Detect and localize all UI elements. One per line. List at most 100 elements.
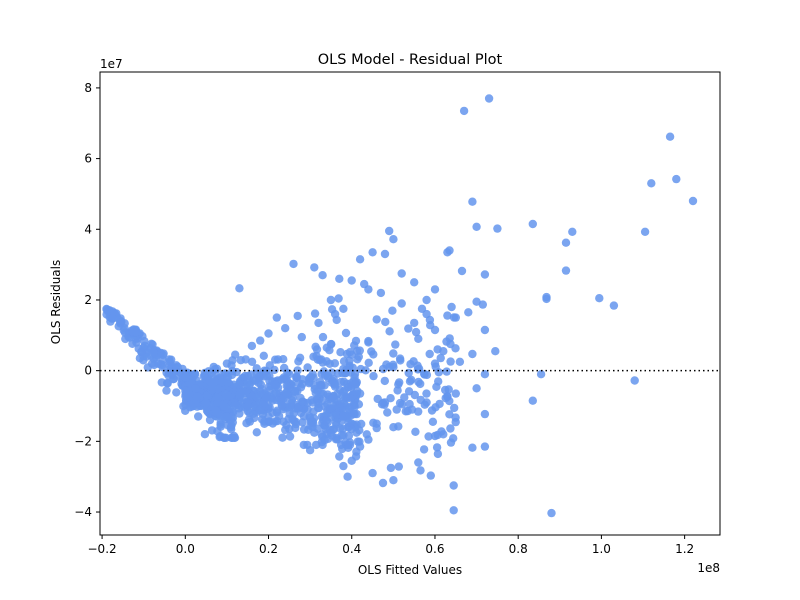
scatter-point [282,381,291,390]
scatter-point [149,360,159,370]
scatter-point [264,412,273,421]
scatter-point [484,94,494,103]
scatter-point [260,366,269,375]
scatter-point [432,443,442,452]
scatter-point [385,226,394,236]
scatter-point [430,285,440,294]
scatter-point [255,405,265,415]
x-tick-label: 1.0 [592,542,611,556]
scatter-point [433,449,443,459]
scatter-point [455,357,465,366]
scatter-point [200,430,210,439]
scatter-point [281,388,291,398]
scatter-point [227,433,236,442]
scatter-point [310,381,319,390]
scatter-point [389,349,398,358]
scatter-point [414,334,423,343]
x-tick-label: 1.2 [675,542,694,556]
scatter-point [339,412,348,421]
scatter-point [131,334,140,343]
scatter-point [292,372,301,382]
scatter-point [252,369,261,379]
y-tick-label: 4 [84,222,92,236]
scatter-point [325,404,334,413]
scatter-point [285,370,294,379]
scatter-point [295,353,305,362]
scatter-point [336,377,346,387]
scatter-point [281,324,290,333]
plot-frame [99,71,721,536]
scatter-point [250,413,259,423]
scatter-point [350,369,360,379]
scatter-point [339,461,348,471]
scatter-point [472,297,481,306]
scatter-point [293,366,302,375]
scatter-point [140,336,149,346]
scatter-point [436,353,445,363]
scatter-point [443,311,452,320]
scatter-point [389,476,398,485]
scatter-point [299,440,308,450]
scatter-point [395,378,404,387]
scatter-point [425,349,434,359]
scatter-point [355,426,364,435]
scatter-point [380,249,390,259]
scatter-point [318,271,327,280]
scatter-point [472,384,481,393]
scatter-point [351,379,360,389]
scatter-point [445,410,454,419]
scatter-point [268,419,277,428]
scatter-point [314,399,323,409]
scatter-point [332,410,341,419]
scatter-point [480,442,490,451]
scatter-point [285,432,295,441]
x-axis: −0.2 0.0 0.2 0.4 0.6 0.8 1.0 1.2 [88,535,694,556]
scatter-point [256,336,265,345]
scatter-point [372,419,381,428]
scatter-point [493,224,502,233]
scatter-point [303,363,312,372]
scatter-point [201,399,211,408]
scatter-point [542,292,551,302]
y-tick-label: 6 [84,152,92,166]
y-axis-offset-label: 1e7 [100,57,123,71]
scatter-point [252,428,261,437]
scatter-point [411,327,421,337]
scatter-point [609,301,619,310]
scatter-point [318,332,328,342]
scatter-point [320,371,330,380]
scatter-point [434,377,443,386]
scatter-point [410,278,419,287]
scatter-point [355,346,364,355]
scatter-point [355,442,365,451]
scatter-point [322,343,331,352]
scatter-point [346,394,355,403]
scatter-point [222,359,232,368]
scatter-point [410,390,419,400]
x-tick-label: −0.2 [88,542,117,556]
scatter-point [235,284,244,293]
scatter-point [394,462,403,471]
scatter-point [468,197,477,206]
scatter-point [149,348,158,357]
scatter-point [472,222,481,231]
scatter-point [102,310,111,319]
scatter-point [459,106,469,116]
scatter-point [191,384,200,393]
scatter-point [449,506,458,515]
scatter-point [561,266,571,275]
scatter-point [480,370,490,379]
scatter-point [420,369,429,379]
scatter-point [630,376,639,385]
scatter-point [360,279,369,289]
scatter-point [108,314,117,323]
scatter-point [240,371,250,381]
scatter-point [451,313,460,322]
scatter-point [424,432,433,441]
scatter-point [231,350,240,359]
scatter-point [120,324,129,333]
scatter-point [389,235,398,244]
scatter-point [305,446,315,455]
scatter-point [428,417,438,426]
